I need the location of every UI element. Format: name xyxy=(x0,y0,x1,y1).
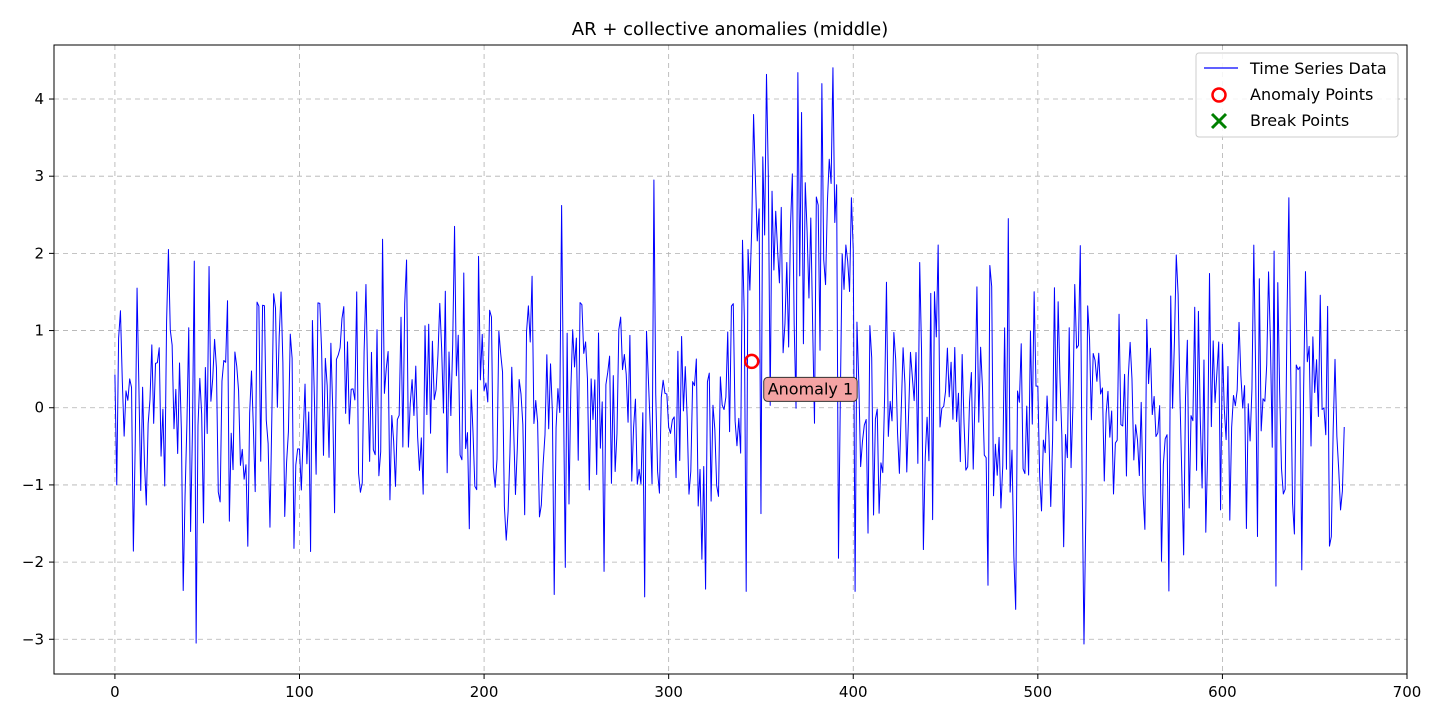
anomaly-point-marker xyxy=(743,353,760,370)
x-tick-label: 200 xyxy=(470,683,499,701)
y-tick-label: 2 xyxy=(34,244,44,262)
y-axis: −3 −2 −1 0 1 2 3 4 xyxy=(22,90,54,648)
x-tick-label: 700 xyxy=(1393,683,1422,701)
legend-label-time-series: Time Series Data xyxy=(1249,59,1387,78)
legend-break-swatch xyxy=(1210,112,1228,130)
x-tick-label: 100 xyxy=(285,683,314,701)
legend-label-anomaly-points: Anomaly Points xyxy=(1250,85,1373,104)
legend-anomaly-swatch xyxy=(1211,87,1227,103)
anomaly-annotation: Anomaly 1 xyxy=(763,376,858,402)
anomaly-annotation-label: Anomaly 1 xyxy=(768,379,853,398)
legend-box xyxy=(1195,52,1399,138)
y-tick-label: −2 xyxy=(22,553,44,571)
legend-label-break-points: Break Points xyxy=(1250,111,1349,130)
y-tick-label: −3 xyxy=(22,630,44,648)
x-axis: 0 100 200 300 400 500 600 700 xyxy=(110,674,1421,701)
y-tick-label: 0 xyxy=(34,399,44,417)
y-tick-label: 3 xyxy=(34,167,44,185)
y-tick-label: −1 xyxy=(22,476,44,494)
anomaly-annotation-box xyxy=(763,376,858,402)
x-tick-label: 500 xyxy=(1024,683,1053,701)
x-tick-label: 600 xyxy=(1208,683,1237,701)
y-tick-label: 4 xyxy=(34,90,44,108)
legend: Time Series Data Anomaly Points Break Po… xyxy=(1195,52,1399,138)
chart-title: AR + collective anomalies (middle) xyxy=(572,19,888,40)
x-tick-label: 300 xyxy=(654,683,683,701)
x-tick-label: 400 xyxy=(839,683,868,701)
plot-frame xyxy=(53,44,1408,675)
time-series-line xyxy=(114,67,1345,645)
y-tick-label: 1 xyxy=(34,322,44,340)
x-tick-label: 0 xyxy=(110,683,120,701)
